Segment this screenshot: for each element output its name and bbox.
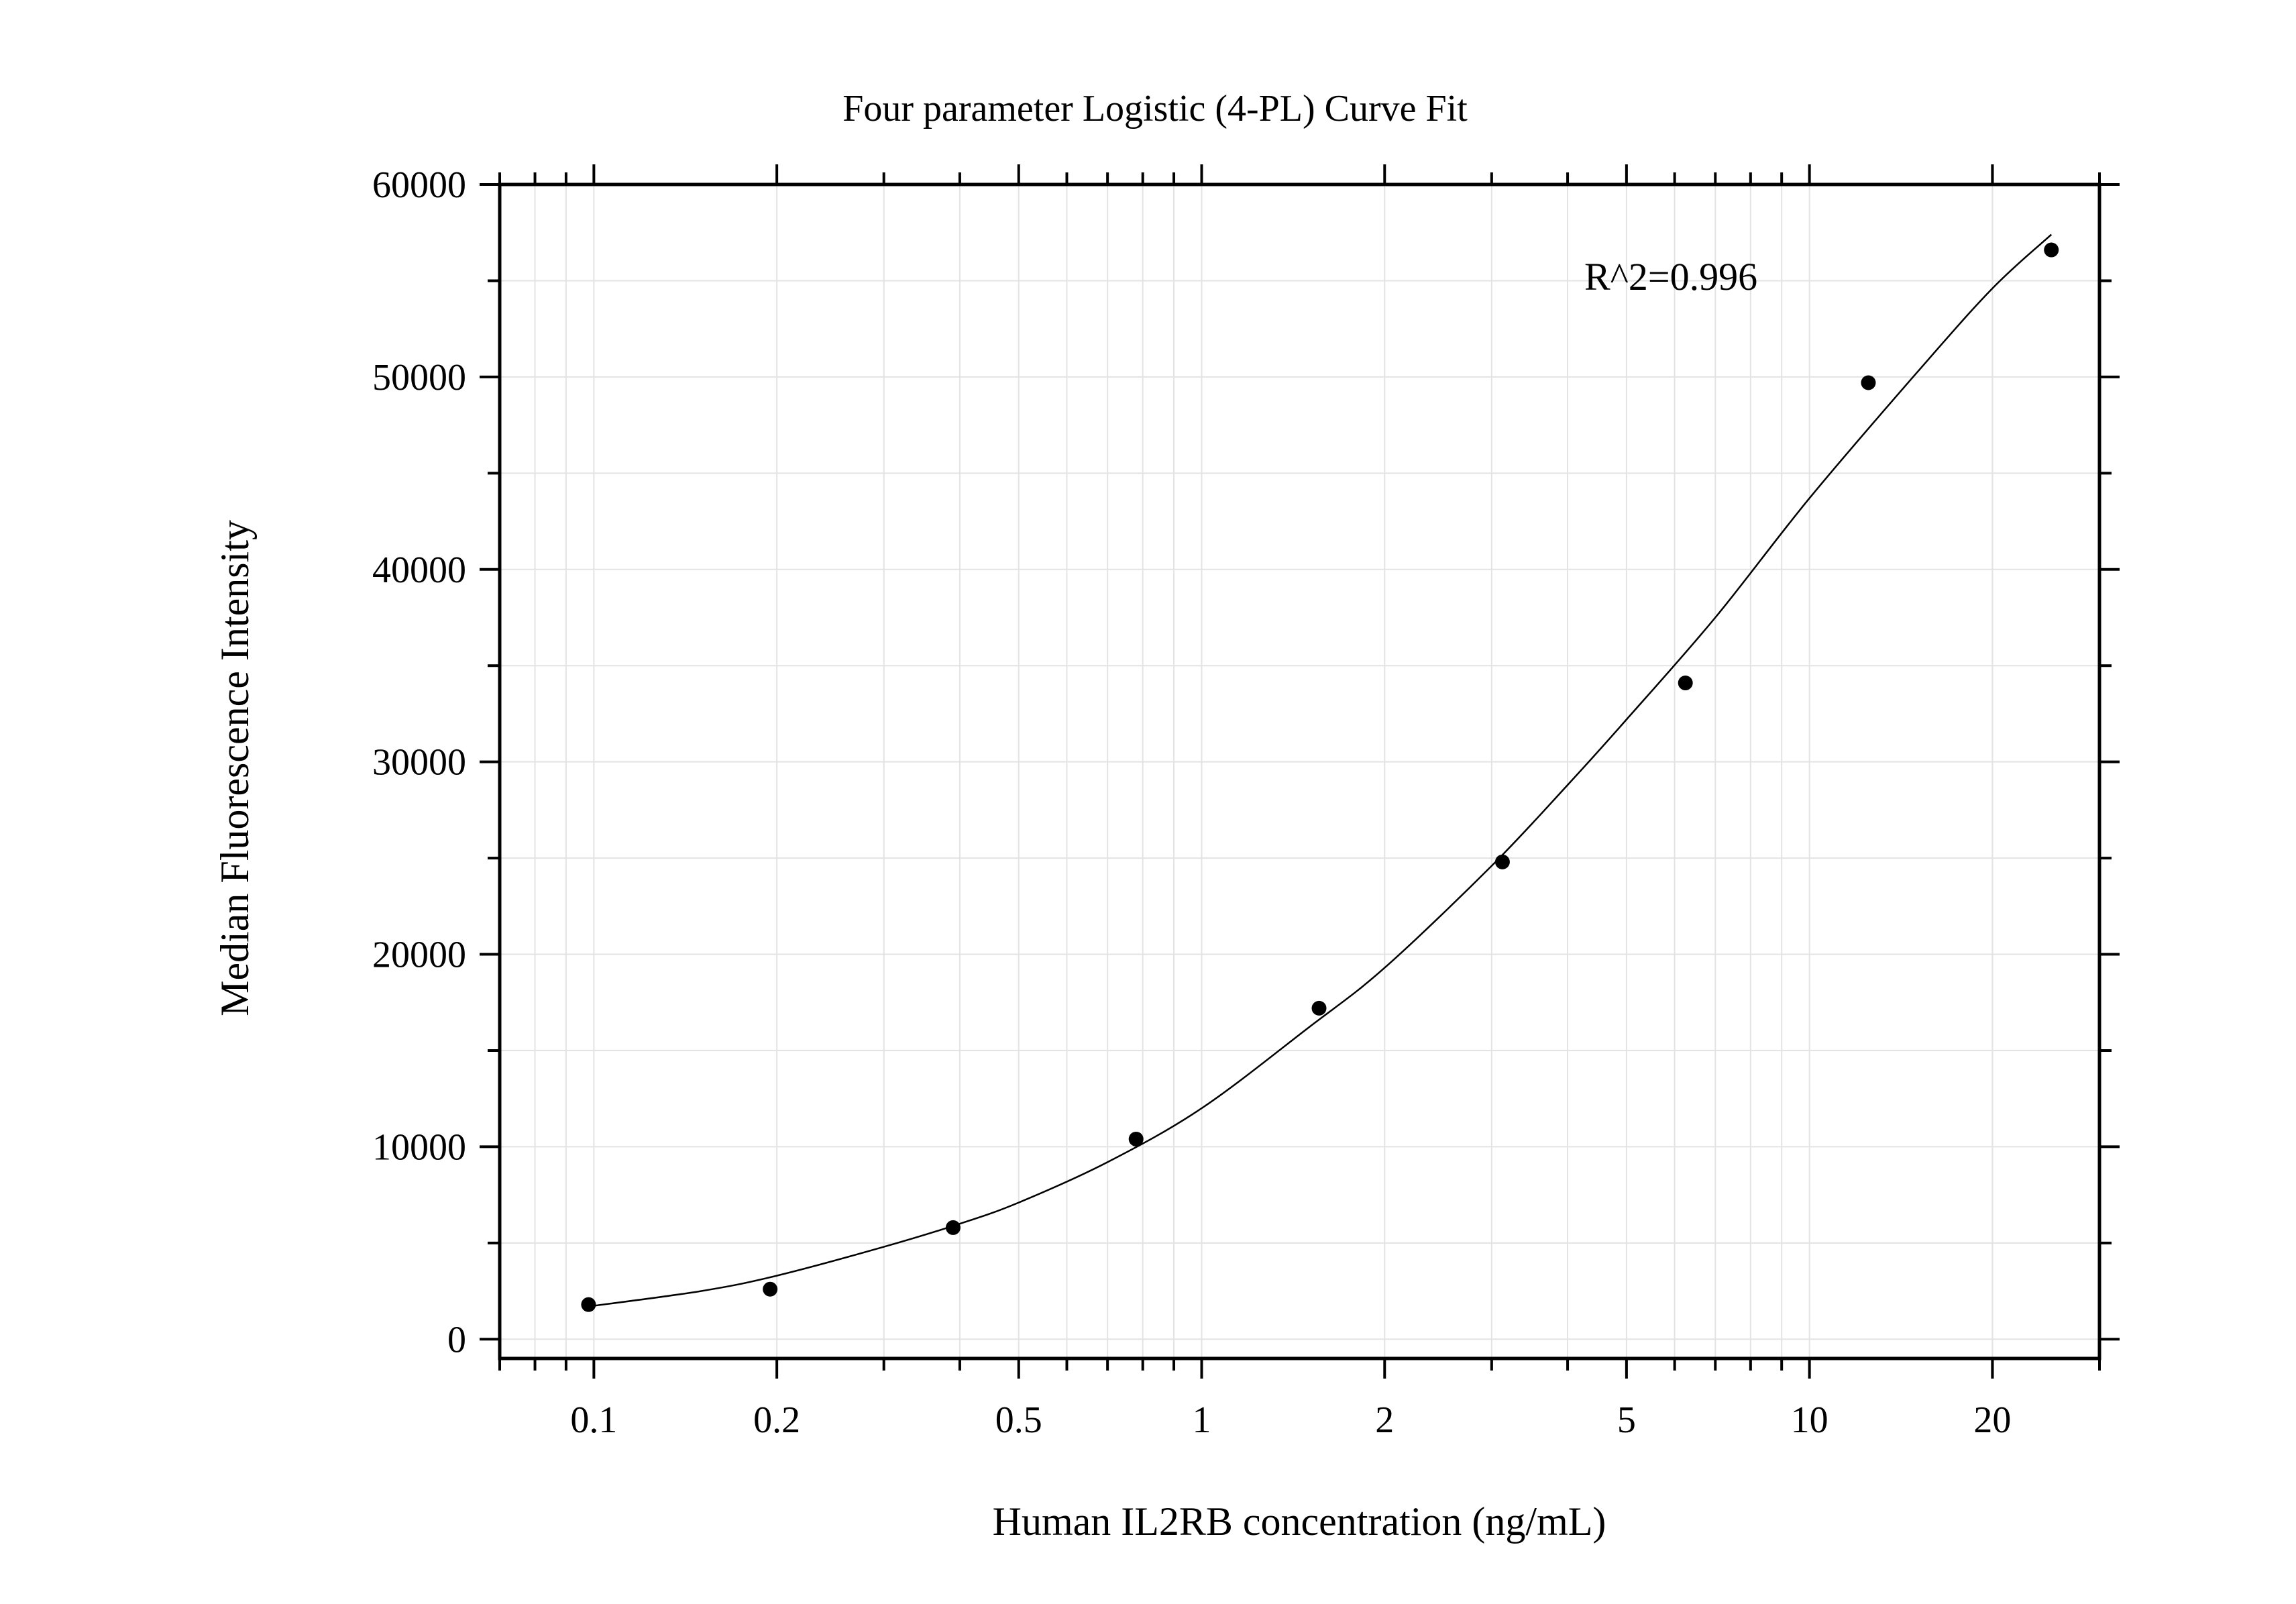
data-point xyxy=(1678,676,1693,691)
data-points xyxy=(581,242,2059,1312)
x-tick-label: 5 xyxy=(1617,1399,1636,1441)
data-point xyxy=(581,1297,596,1312)
y-tick-label: 10000 xyxy=(372,1126,466,1168)
data-point xyxy=(763,1281,778,1297)
r-squared-annotation: R^2=0.996 xyxy=(1584,255,1757,299)
y-tick-label: 30000 xyxy=(372,742,466,784)
x-tick-label: 0.2 xyxy=(753,1399,800,1441)
x-tick-label: 1 xyxy=(1193,1399,1211,1441)
fit-curve xyxy=(588,233,2053,1307)
data-point xyxy=(1311,1000,1327,1016)
y-tick-label: 60000 xyxy=(372,164,466,206)
y-tick-labels: 0 10000 20000 30000 40000 50000 60000 xyxy=(372,164,466,1360)
data-point xyxy=(1128,1131,1144,1146)
plot-frame xyxy=(498,182,2101,1360)
x-tick-labels: 0.1 0.2 0.5 1 2 5 10 20 xyxy=(570,1399,2011,1441)
data-point xyxy=(2044,242,2059,258)
data-point xyxy=(1494,854,1510,869)
y-axis-title: Median Fluorescence Intensity xyxy=(213,520,257,1016)
y-tick-label: 20000 xyxy=(372,934,466,976)
y-tick-label: 50000 xyxy=(372,357,466,398)
chart-title: Four parameter Logistic (4-PL) Curve Fit xyxy=(842,88,1468,129)
y-tick-label: 0 xyxy=(447,1319,466,1360)
axis-ticks xyxy=(480,164,2120,1379)
data-point xyxy=(945,1220,961,1235)
x-tick-label: 0.5 xyxy=(995,1399,1042,1441)
x-tick-label: 2 xyxy=(1375,1399,1394,1441)
x-axis-title: Human IL2RB concentration (ng/mL) xyxy=(993,1499,1606,1544)
x-tick-label: 20 xyxy=(1973,1399,2011,1441)
y-tick-label: 40000 xyxy=(372,549,466,591)
x-tick-label: 0.1 xyxy=(570,1399,617,1441)
data-point xyxy=(1861,375,1876,390)
x-tick-label: 10 xyxy=(1791,1399,1828,1441)
